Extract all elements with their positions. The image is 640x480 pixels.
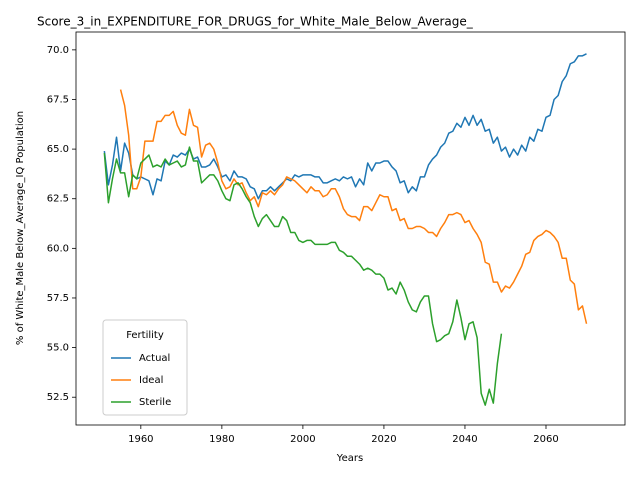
plot-frame: [75, 31, 626, 426]
y-axis-label: % of White_Male Below_Average_IQ Populat…: [15, 111, 26, 345]
chart-title: Score_3_in_EXPENDITURE_FOR_DRUGS_for_Whi…: [37, 15, 474, 29]
series-line: [103, 146, 503, 406]
y-tick-label: 62.5: [47, 194, 69, 205]
legend-label: Actual: [139, 353, 170, 364]
y-tick-label: 67.5: [47, 94, 69, 105]
x-tick-label: 2040: [452, 434, 477, 445]
legend-box: [102, 319, 188, 416]
legend-title: Fertility: [126, 330, 164, 341]
series-line: [119, 89, 588, 324]
x-tick-label: 1960: [128, 434, 153, 445]
y-tick-label: 60.0: [47, 243, 69, 254]
y-tick-label: 65.0: [47, 144, 69, 155]
x-tick-label: 2020: [371, 434, 396, 445]
legend-label: Ideal: [139, 375, 163, 386]
series-line: [103, 53, 587, 200]
x-tick-label: 2060: [533, 434, 558, 445]
x-tick-label: 1980: [209, 434, 234, 445]
legend-label: Sterile: [139, 397, 171, 408]
x-axis-label: Years: [336, 453, 363, 464]
y-tick-label: 70.0: [47, 45, 69, 56]
y-tick-label: 57.5: [47, 293, 69, 304]
y-tick-label: 52.5: [47, 392, 69, 403]
y-tick-label: 55.0: [47, 343, 69, 354]
x-tick-label: 2000: [290, 434, 315, 445]
